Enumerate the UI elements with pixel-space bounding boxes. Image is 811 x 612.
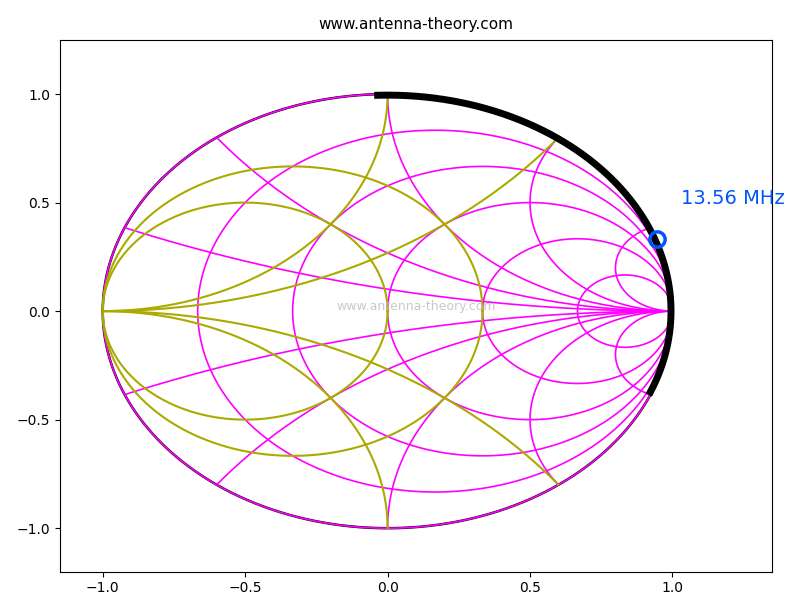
Text: 13.56 MHz: 13.56 MHz [680, 188, 783, 207]
Text: www.antenna-theory.com: www.antenna-theory.com [336, 300, 496, 313]
Title: www.antenna-theory.com: www.antenna-theory.com [318, 17, 513, 32]
